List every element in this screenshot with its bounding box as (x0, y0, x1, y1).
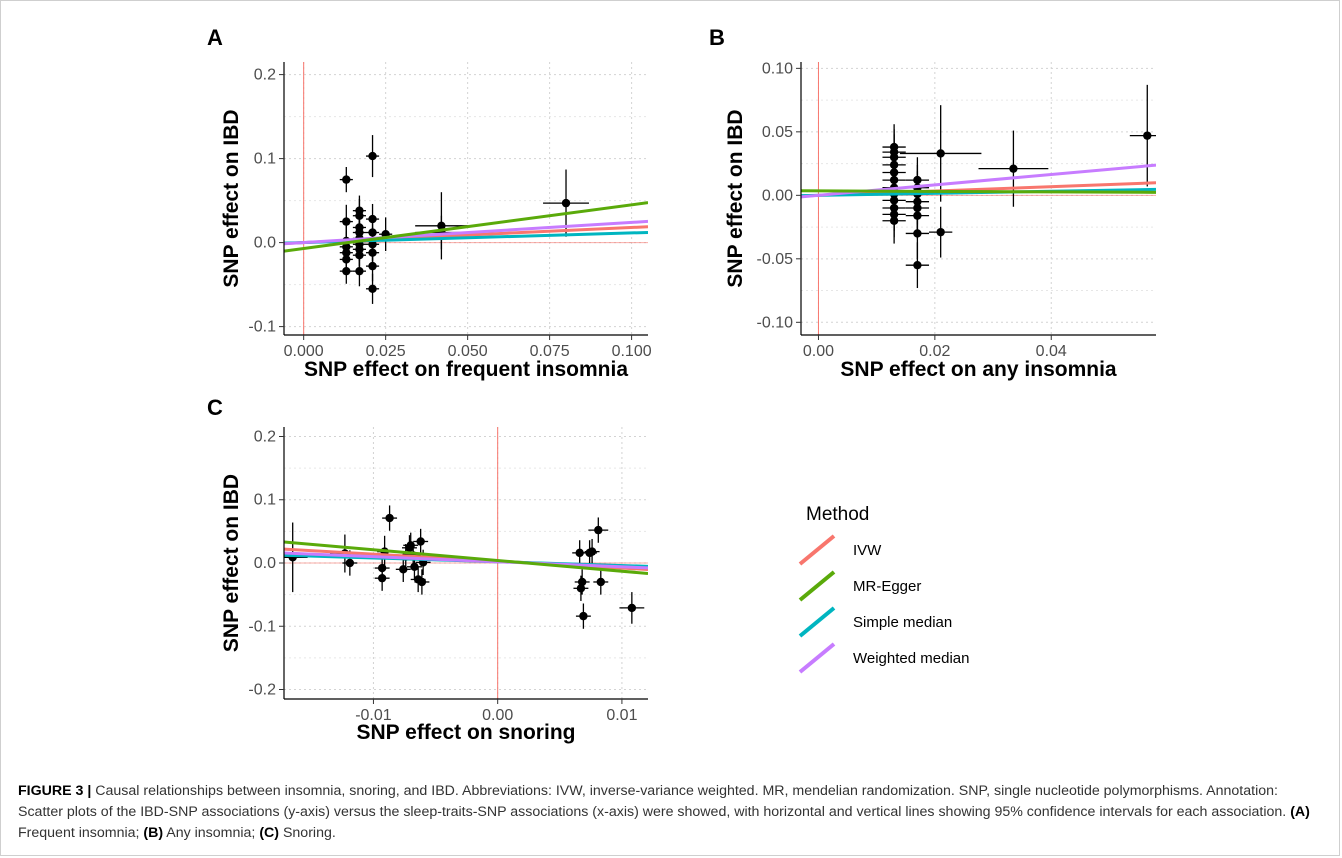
data-point (345, 558, 355, 568)
x-tick-label: 0.025 (366, 343, 406, 360)
panel-b-fit-lines (801, 163, 1156, 199)
caption-text: Causal relationships between insomnia, s… (18, 783, 1291, 820)
panel-b-y-axis-title: SNP effect on IBD (724, 109, 747, 287)
caption-c-label: (C) (259, 825, 280, 841)
x-tick-label: 0.075 (530, 343, 570, 360)
data-point (577, 577, 587, 587)
data-point (342, 175, 351, 184)
data-point (936, 227, 945, 237)
x-tick-label: -0.01 (355, 707, 392, 724)
panel-c-fit-lines (284, 540, 648, 575)
y-tick-label: -0.05 (757, 251, 794, 268)
data-point (417, 577, 427, 587)
y-tick-label: 0.05 (762, 124, 793, 141)
data-point (594, 525, 603, 535)
fit-line-mr-egger (801, 189, 1156, 194)
data-point (355, 266, 364, 276)
data-point (579, 611, 588, 621)
x-tick-label: 0.000 (284, 343, 324, 360)
legend-key-mr-egger (798, 570, 836, 602)
data-point (355, 251, 364, 260)
panel-a: A 0.000 0.025 0.050 0.075 0.100 -0.1 0.0 0.1 0.2 S… (207, 25, 652, 381)
panel-b-letter: B (709, 25, 725, 50)
legend-label-weighted-median: Weighted median (853, 650, 969, 667)
data-point (368, 261, 377, 271)
data-point (913, 229, 922, 238)
data-point (1009, 164, 1018, 173)
data-point (575, 548, 584, 558)
y-tick-label: -0.1 (248, 319, 276, 336)
caption-b-label: (B) (143, 825, 164, 841)
y-tick-label: 0.1 (254, 151, 276, 168)
data-point (587, 547, 597, 556)
data-point (385, 513, 394, 523)
data-point (342, 266, 351, 276)
x-tick-label: 0.100 (612, 343, 652, 360)
legend: Method IVW MR-Egger Simple median Weighted … (798, 504, 969, 674)
figure-caption: FIGURE 3 | Causal relationships between … (18, 781, 1324, 844)
panel-c-letter: C (207, 395, 223, 420)
panel-a-x-axis-title: SNP effect on frequent insomnia (304, 358, 628, 381)
panel-c: C -0.01 0.00 0.01 -0.2 -0.1 0.0 0.1 0.2 SNP effec… (207, 395, 648, 744)
data-point (913, 260, 922, 270)
x-tick-label: 0.00 (482, 707, 513, 724)
fit-line-mr-egger (284, 540, 648, 575)
legend-key-simple-median (798, 606, 836, 638)
legend-label-ivw: IVW (853, 542, 882, 559)
x-tick-label: 0.01 (606, 707, 637, 724)
data-point (936, 149, 945, 158)
data-point (416, 537, 425, 546)
y-tick-label: -0.1 (248, 618, 276, 635)
data-point (410, 562, 419, 571)
data-point (377, 573, 387, 583)
caption-b-text: Any insomnia; (163, 825, 260, 841)
panel-a-fit-lines (284, 201, 648, 253)
data-point (596, 577, 605, 587)
fit-line-weighted-median (284, 219, 648, 246)
panel-b: B 0.00 0.02 0.04 -0.10 -0.05 0.00 0.05 0.10 SNP e… (709, 25, 1156, 381)
x-tick-label: 0.00 (803, 343, 834, 360)
y-tick-label: -0.2 (248, 682, 276, 699)
panel-a-points (339, 135, 589, 304)
data-point (889, 216, 899, 225)
data-point (368, 284, 377, 293)
x-tick-label: 0.02 (919, 343, 950, 360)
data-point (1143, 131, 1152, 140)
panel-a-letter: A (207, 25, 223, 50)
legend-title: Method (806, 504, 869, 525)
y-tick-label: 0.2 (254, 67, 276, 84)
y-tick-label: 0.2 (254, 428, 276, 445)
caption-a-label: (A) (1290, 804, 1310, 820)
y-tick-label: -0.10 (757, 314, 794, 331)
data-point (342, 217, 351, 226)
figure-canvas: Method IVW MR-Egger Simple median Weighted … (207, 25, 1156, 744)
data-point (368, 151, 377, 161)
x-tick-label: 0.050 (448, 343, 488, 360)
data-point (627, 603, 637, 613)
panel-c-x-axis-title: SNP effect on snoring (357, 721, 576, 744)
data-point (576, 584, 586, 593)
y-tick-label: 0.00 (762, 187, 793, 204)
caption-c-text: Snoring. (279, 825, 336, 841)
legend-key-ivw (798, 534, 836, 566)
caption-a-text: Frequent insomnia; (18, 825, 144, 841)
panel-b-grid (801, 62, 1156, 335)
y-tick-label: 0.1 (254, 492, 276, 509)
legend-key-weighted-median (798, 642, 836, 674)
legend-label-simple-median: Simple median (853, 614, 952, 631)
y-tick-label: 0.10 (762, 60, 793, 77)
x-tick-label: 0.04 (1036, 343, 1067, 360)
legend-label-mr-egger: MR-Egger (853, 578, 921, 595)
fit-line-weighted-median (284, 551, 648, 570)
caption-label: FIGURE 3 | (18, 783, 92, 799)
panel-a-y-axis-title: SNP effect on IBD (220, 109, 243, 287)
fit-line-mr-egger (284, 201, 648, 253)
panel-b-x-axis-title: SNP effect on any insomnia (840, 358, 1116, 381)
panel-a-grid (284, 62, 648, 335)
data-point (561, 198, 571, 208)
y-tick-label: 0.0 (254, 555, 276, 572)
panel-c-y-axis-title: SNP effect on IBD (220, 474, 243, 652)
y-tick-label: 0.0 (254, 235, 276, 252)
